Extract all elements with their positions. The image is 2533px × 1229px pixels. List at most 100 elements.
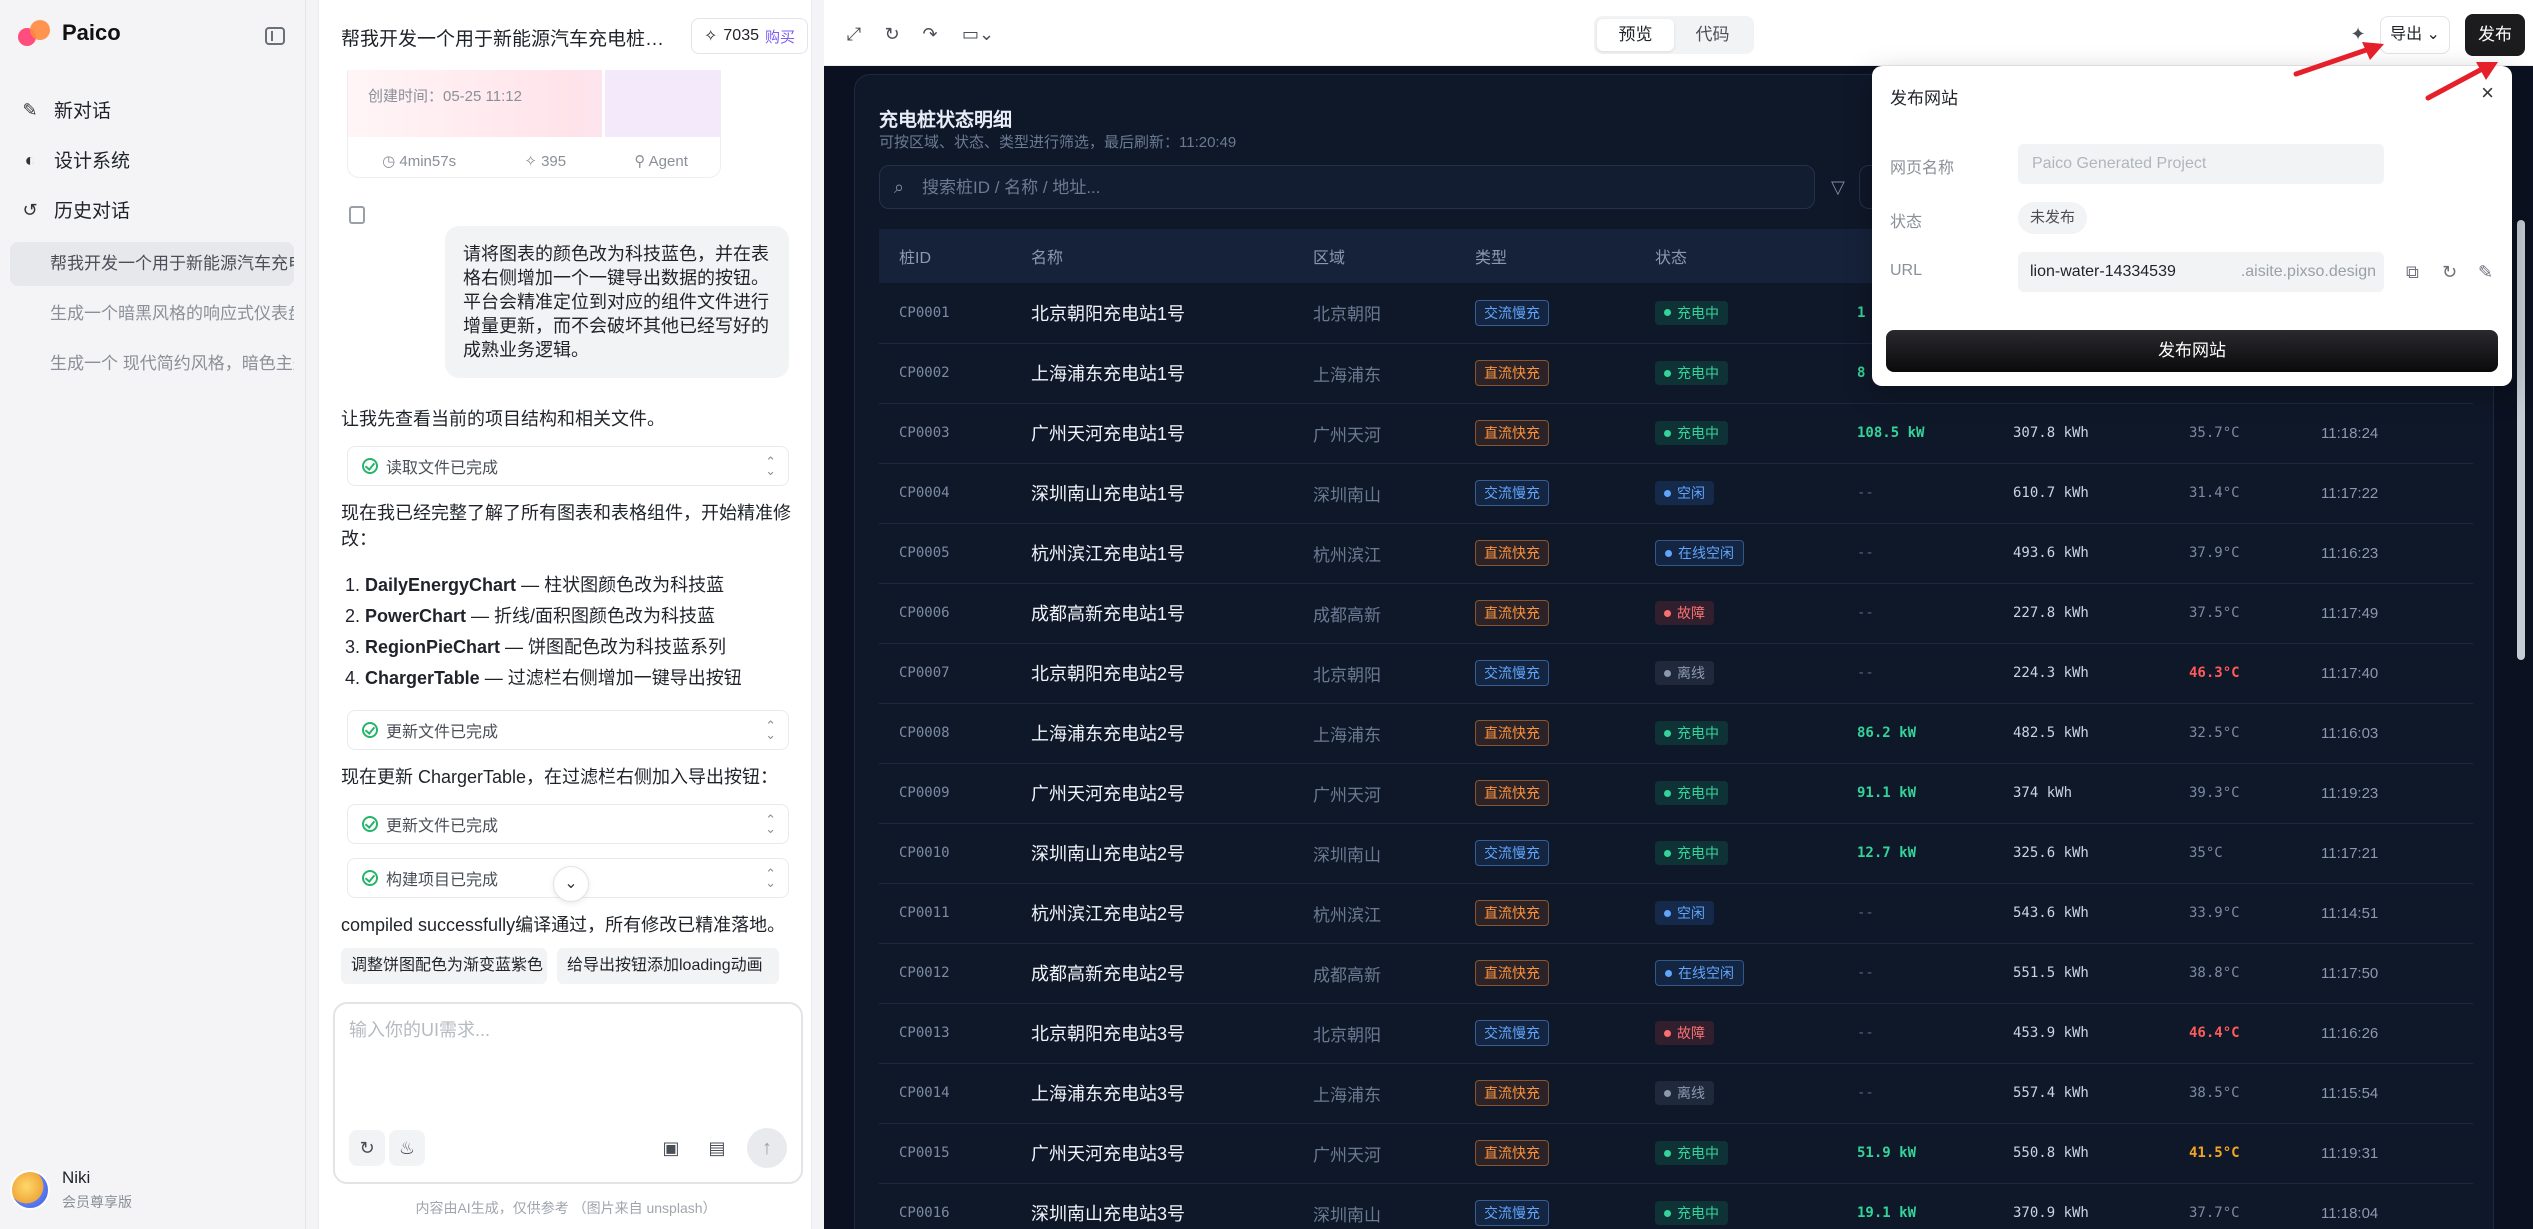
copy-icon[interactable]: [349, 206, 365, 224]
type-tag: 直流快充: [1475, 360, 1549, 386]
send-button[interactable]: ↑: [747, 1128, 787, 1168]
device-switch-icon[interactable]: ▭⌄: [961, 24, 995, 44]
image-upload-icon[interactable]: ▣: [662, 1138, 680, 1158]
status-badge: 充电中: [1655, 1141, 1728, 1165]
cell-id: CP0012: [879, 943, 1011, 1004]
cell-power: --: [1837, 583, 1993, 644]
cell-id: CP0010: [879, 823, 1011, 884]
cell-temperature: 38.5°C: [2169, 1063, 2301, 1124]
column-header[interactable]: 区域: [1293, 229, 1455, 283]
column-header[interactable]: 桩ID: [879, 229, 1011, 283]
fullscreen-icon[interactable]: ⤢: [846, 24, 862, 44]
refresh-icon[interactable]: ↻: [2442, 262, 2458, 282]
cell-name: 北京朝阳充电站3号: [1011, 1003, 1293, 1064]
cell-energy: 543.6 kWh: [1993, 883, 2169, 944]
table-row[interactable]: CP0010 深圳南山充电站2号 深圳南山 交流慢充 充电中 12.7 kW 325.6 k…: [879, 823, 2473, 884]
buy-link[interactable]: 购买: [765, 28, 796, 46]
history-item[interactable]: 帮我开发一个用于新能源汽车充电桩的数据大屏: [10, 242, 294, 286]
tool-status-read[interactable]: 读取文件已完成 ⌃ ⌄: [347, 446, 789, 486]
copy-icon[interactable]: ⧉: [2406, 262, 2419, 282]
suggestion-chip[interactable]: 给导出按钮添加loading动画: [557, 948, 779, 984]
cell-status: 充电中: [1635, 1123, 1837, 1184]
search-input[interactable]: [922, 174, 1782, 202]
tab-preview[interactable]: 预览: [1597, 19, 1674, 51]
cell-id: CP0009: [879, 763, 1011, 824]
search-icon: ⌕: [894, 177, 905, 197]
site-name-field[interactable]: Paico Generated Project: [2018, 144, 2384, 184]
table-row[interactable]: CP0004 深圳南山充电站1号 深圳南山 交流慢充 空闲 -- 610.7 kWh 31.4…: [879, 463, 2473, 524]
table-row[interactable]: CP0013 北京朝阳充电站3号 北京朝阳 交流慢充 故障 -- 453.9 kWh 46.4…: [879, 1003, 2473, 1064]
nav-history[interactable]: ↺ 历史对话: [20, 196, 130, 223]
cell-temperature: 37.7°C: [2169, 1183, 2301, 1229]
nav-label: 历史对话: [54, 201, 131, 222]
status-label: 更新文件已完成: [386, 818, 499, 835]
reload-icon[interactable]: ↻: [884, 24, 900, 44]
refresh-icon[interactable]: ↻: [349, 1130, 385, 1166]
history-item[interactable]: 生成一个 现代简约风格，暗色主题: [50, 354, 294, 373]
table-row[interactable]: CP0006 成都高新充电站1号 成都高新 直流快充 故障 -- 227.8 kWh 37.5…: [879, 583, 2473, 644]
table-row[interactable]: CP0007 北京朝阳充电站2号 北京朝阳 交流慢充 离线 -- 224.3 kWh 46.3…: [879, 643, 2473, 704]
scroll-down-button[interactable]: ⌄: [553, 866, 589, 902]
user-profile[interactable]: Niki 会员尊享版: [10, 1168, 132, 1212]
table-row[interactable]: CP0011 杭州滨江充电站2号 杭州滨江 直流快充 空闲 -- 543.6 kWh 33.9…: [879, 883, 2473, 944]
sidebar-toggle-icon[interactable]: [265, 27, 285, 45]
suggestion-chip[interactable]: 调整饼图配色为渐变蓝紫色: [341, 948, 547, 984]
table-row[interactable]: CP0008 上海浦东充电站2号 上海浦东 直流快充 充电中 86.2 kW 482.5 k…: [879, 703, 2473, 764]
brand[interactable]: Paico: [18, 20, 121, 46]
cell-id: CP0011: [879, 883, 1011, 944]
history-item[interactable]: 生成一个暗黑风格的响应式仪表盘: [50, 304, 294, 323]
cell-updated: 11:17:49: [2301, 583, 2473, 644]
cell-status: 充电中: [1635, 403, 1837, 464]
tab-code[interactable]: 代码: [1695, 25, 1730, 44]
cell-type: 直流快充: [1455, 583, 1635, 644]
edit-icon[interactable]: ✎: [2478, 262, 2494, 282]
cell-updated: 11:17:50: [2301, 943, 2473, 1004]
cell-power: 51.9 kW: [1837, 1123, 1993, 1184]
cell-energy: 307.8 kWh: [1993, 403, 2169, 464]
url-field[interactable]: lion-water-14334539 .aisite.pixso.design: [2018, 252, 2384, 292]
table-row[interactable]: CP0016 深圳南山充电站3号 深圳南山 交流慢充 充电中 19.1 kW 370.9 k…: [879, 1183, 2473, 1229]
sparkle-icon: ✧: [704, 28, 718, 45]
redo-icon[interactable]: ↷: [922, 24, 938, 44]
tool-status-update[interactable]: 更新文件已完成 ⌃ ⌄: [347, 710, 789, 750]
composer: ↻ ♨ ▣ ▤ ↑: [333, 1002, 803, 1184]
prompt-input[interactable]: [349, 1016, 789, 1106]
ai-message: 现在更新 ChargerTable，在过滤栏右侧加入导出按钮：: [341, 767, 779, 787]
cell-temperature: 35°C: [2169, 823, 2301, 884]
magic-wand-icon[interactable]: ✦: [2350, 24, 2366, 44]
status-badge: 故障: [1655, 601, 1714, 625]
duration-meta: ◷ 4min57s: [382, 152, 456, 170]
table-row[interactable]: CP0003 广州天河充电站1号 广州天河 直流快充 充电中 108.5 kW 307.8 …: [879, 403, 2473, 464]
cell-type: 直流快充: [1455, 703, 1635, 764]
table-row[interactable]: CP0009 广州天河充电站2号 广州天河 直流快充 充电中 91.1 kW 374 kWh…: [879, 763, 2473, 824]
cell-type: 直流快充: [1455, 403, 1635, 464]
table-row[interactable]: CP0014 上海浦东充电站3号 上海浦东 直流快充 离线 -- 557.4 kWh 38.5…: [879, 1063, 2473, 1124]
cell-id: CP0003: [879, 403, 1011, 464]
tool-status-update[interactable]: 更新文件已完成 ⌃ ⌄: [347, 804, 789, 844]
table-row[interactable]: CP0005 杭州滨江充电站1号 杭州滨江 直流快充 在线空闲 -- 493.6 kWh 37…: [879, 523, 2473, 584]
column-header[interactable]: 名称: [1011, 229, 1293, 283]
column-header[interactable]: 状态: [1635, 229, 1837, 283]
scrollbar[interactable]: [2517, 220, 2525, 660]
cell-type: 交流慢充: [1455, 1003, 1635, 1064]
template-icon[interactable]: ▤: [708, 1138, 726, 1158]
user-name: Niki: [62, 1168, 91, 1187]
filter-icon[interactable]: ▽: [1831, 177, 1845, 197]
name-label: 网页名称: [1890, 160, 1955, 177]
lightbulb-icon[interactable]: ♨: [389, 1130, 425, 1166]
chat-header: 帮我开发一个用于新能源汽车充电桩的数据大屏 ✧ 7035 购买: [319, 0, 811, 70]
table-row[interactable]: CP0012 成都高新充电站2号 成都高新 直流快充 在线空闲 -- 551.5 kWh 38…: [879, 943, 2473, 1004]
nav-new-chat[interactable]: ✎ 新对话: [20, 96, 111, 123]
cell-id: CP0013: [879, 1003, 1011, 1064]
cell-temperature: 46.4°C: [2169, 1003, 2301, 1064]
export-button[interactable]: 导出 ⌄: [2380, 16, 2450, 54]
publish-button[interactable]: 发布: [2465, 14, 2525, 56]
plan-item: DailyEnergyChart — 柱状图颜色改为科技蓝: [365, 570, 742, 601]
credits-badge[interactable]: ✧ 7035 购买: [691, 18, 809, 54]
publish-site-button[interactable]: 发布网站: [1886, 330, 2498, 372]
column-header[interactable]: 类型: [1455, 229, 1635, 283]
close-icon[interactable]: ×: [2481, 80, 2494, 105]
nav-design-system[interactable]: ◐ 设计系统: [20, 146, 130, 173]
table-row[interactable]: CP0015 广州天河充电站3号 广州天河 直流快充 充电中 51.9 kW 550.8 k…: [879, 1123, 2473, 1184]
cell-temperature: 38.8°C: [2169, 943, 2301, 1004]
